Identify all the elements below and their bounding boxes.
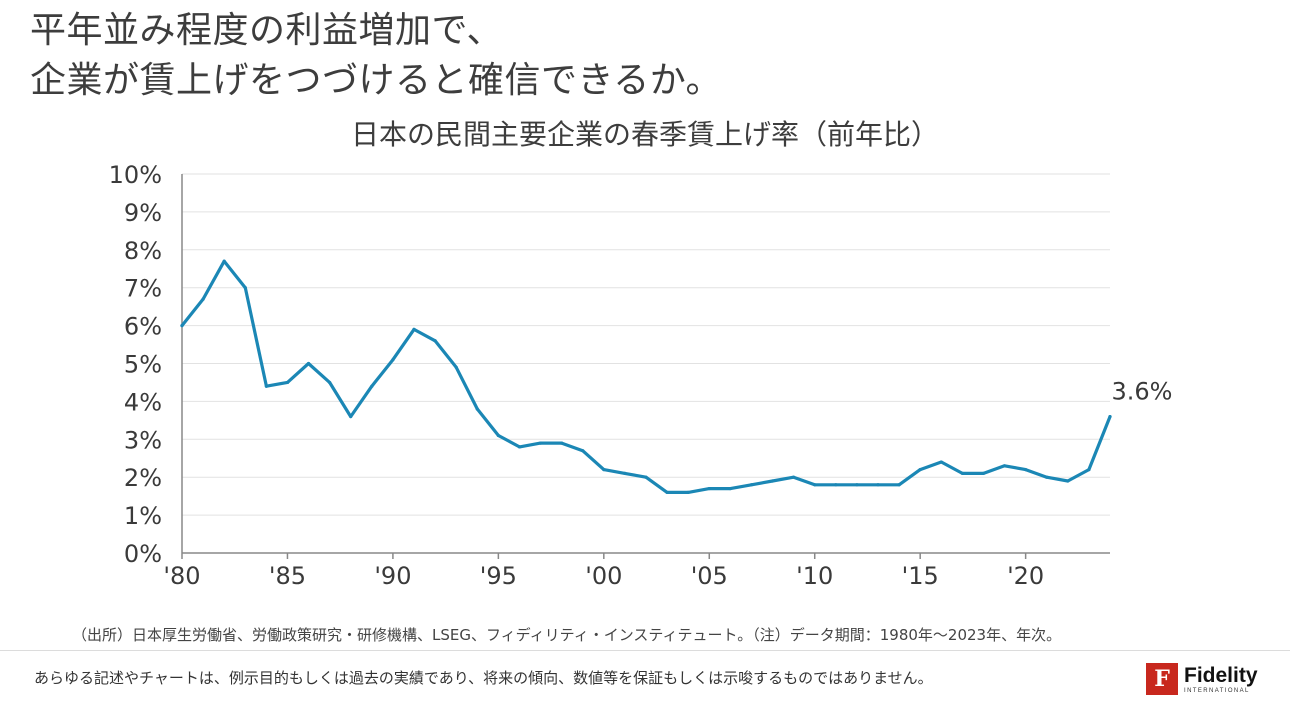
y-tick-labels: 0% 1% 2% 3% 4% 5% 6% 7% 8% 9% 10%	[109, 161, 162, 568]
grid-lines	[182, 173, 1110, 516]
x-tick-label: '05	[691, 562, 728, 590]
data-point-1985	[285, 380, 290, 385]
y-tick-label: 2%	[124, 464, 162, 492]
data-point-2004	[686, 490, 690, 494]
annotation-label: 3.6%	[1112, 378, 1173, 406]
footer-divider	[0, 650, 1290, 651]
data-point-1990	[391, 358, 395, 362]
x-tick-label: '20	[1007, 562, 1044, 590]
data-point-2021	[1045, 475, 1049, 479]
logo-name: Fidelity	[1184, 663, 1258, 687]
disclaimer-text: あらゆる記述やチャートは、例示目的もしくは過去の実績であり、将来の傾向、数値等を…	[34, 669, 933, 687]
data-point-1980	[180, 324, 184, 328]
data-point-2007	[749, 483, 754, 487]
data-point-2015	[918, 468, 922, 472]
annotations: 3.6%	[1112, 378, 1173, 406]
data-point-1997	[538, 441, 543, 445]
data-point-2017	[960, 471, 964, 476]
data-point-1996	[517, 445, 522, 449]
x-tick-label: '90	[374, 562, 411, 590]
data-point-2000	[602, 468, 606, 472]
data-point-2018	[981, 471, 986, 476]
data-point-2013	[876, 483, 880, 487]
x-tick-label: '00	[585, 562, 622, 590]
chart-title: 日本の民間主要企業の春季賃上げ率（前年比）	[350, 118, 939, 151]
data-point-2001	[623, 471, 627, 476]
data-point-2008	[770, 479, 775, 483]
y-tick-label: 1%	[124, 502, 162, 530]
data-point-2024	[1108, 414, 1112, 419]
data-point-2020	[1024, 468, 1028, 472]
x-tick-label: '10	[796, 562, 833, 590]
y-tick-label: 5%	[124, 351, 162, 379]
y-tick-label: 10%	[109, 161, 162, 189]
data-point-1983	[243, 286, 247, 290]
headline-line-1: 平年並み程度の利益増加で、	[30, 10, 504, 51]
data-point-2005	[707, 486, 711, 491]
x-tick-label: '80	[163, 562, 200, 590]
data-point-1981	[201, 297, 205, 301]
y-tick-label: 7%	[124, 275, 162, 303]
data-point-2012	[855, 483, 859, 487]
source-note: （出所）日本厚生労働省、労働政策研究・研修機構、LSEG、フィディリティ・インス…	[72, 626, 1062, 644]
logo-sub: INTERNATIONAL	[1184, 687, 1250, 694]
data-point-2022	[1066, 479, 1070, 483]
data-point-1984	[264, 384, 268, 388]
y-tick-label: 4%	[124, 388, 162, 416]
data-point-1982	[222, 259, 226, 263]
y-tick-label: 8%	[124, 237, 162, 265]
data-point-1987	[328, 380, 332, 385]
data-point-1986	[306, 361, 311, 366]
y-tick-label: 3%	[124, 426, 162, 454]
data-point-1989	[370, 384, 374, 388]
x-tick-label: '95	[480, 562, 517, 590]
y-tick-label: 0%	[124, 540, 162, 568]
headline: 平年並み程度の利益増加で、 企業が賃上げをつづけると確信できるか。	[30, 6, 722, 106]
x-tick-labels: '80 '85 '90 '95 '00 '05 '10 '15 '20	[163, 553, 1044, 590]
data-point-2011	[834, 483, 838, 487]
x-tick-label: '85	[269, 562, 306, 590]
data-point-2002	[644, 475, 648, 479]
data-points	[180, 259, 1112, 494]
data-point-1991	[412, 327, 416, 331]
data-point-1988	[349, 414, 353, 419]
y-tick-label: 6%	[124, 313, 162, 341]
data-point-1992	[433, 339, 437, 343]
data-point-2009	[792, 475, 796, 479]
data-point-1993	[454, 365, 458, 369]
headline-line-2: 企業が賃上げをつづけると確信できるか。	[30, 60, 723, 101]
data-point-2016	[939, 460, 943, 464]
data-point-1998	[560, 441, 564, 445]
data-point-2006	[728, 486, 732, 491]
data-point-2003	[665, 490, 669, 494]
fidelity-wordmark: Fidelity INTERNATIONAL	[1184, 665, 1258, 694]
x-tick-label: '15	[902, 562, 939, 590]
series-line	[180, 259, 1112, 494]
data-point-1999	[581, 449, 585, 453]
data-point-2010	[813, 483, 817, 487]
fidelity-logo-icon: F	[1146, 663, 1178, 695]
data-point-2019	[1002, 464, 1007, 468]
y-tick-label: 9%	[124, 199, 162, 227]
data-point-2014	[897, 483, 901, 487]
data-point-2023	[1087, 468, 1091, 472]
data-point-1995	[496, 433, 500, 438]
data-point-1994	[475, 407, 479, 411]
fidelity-logo: F Fidelity INTERNATIONAL	[1146, 662, 1258, 696]
